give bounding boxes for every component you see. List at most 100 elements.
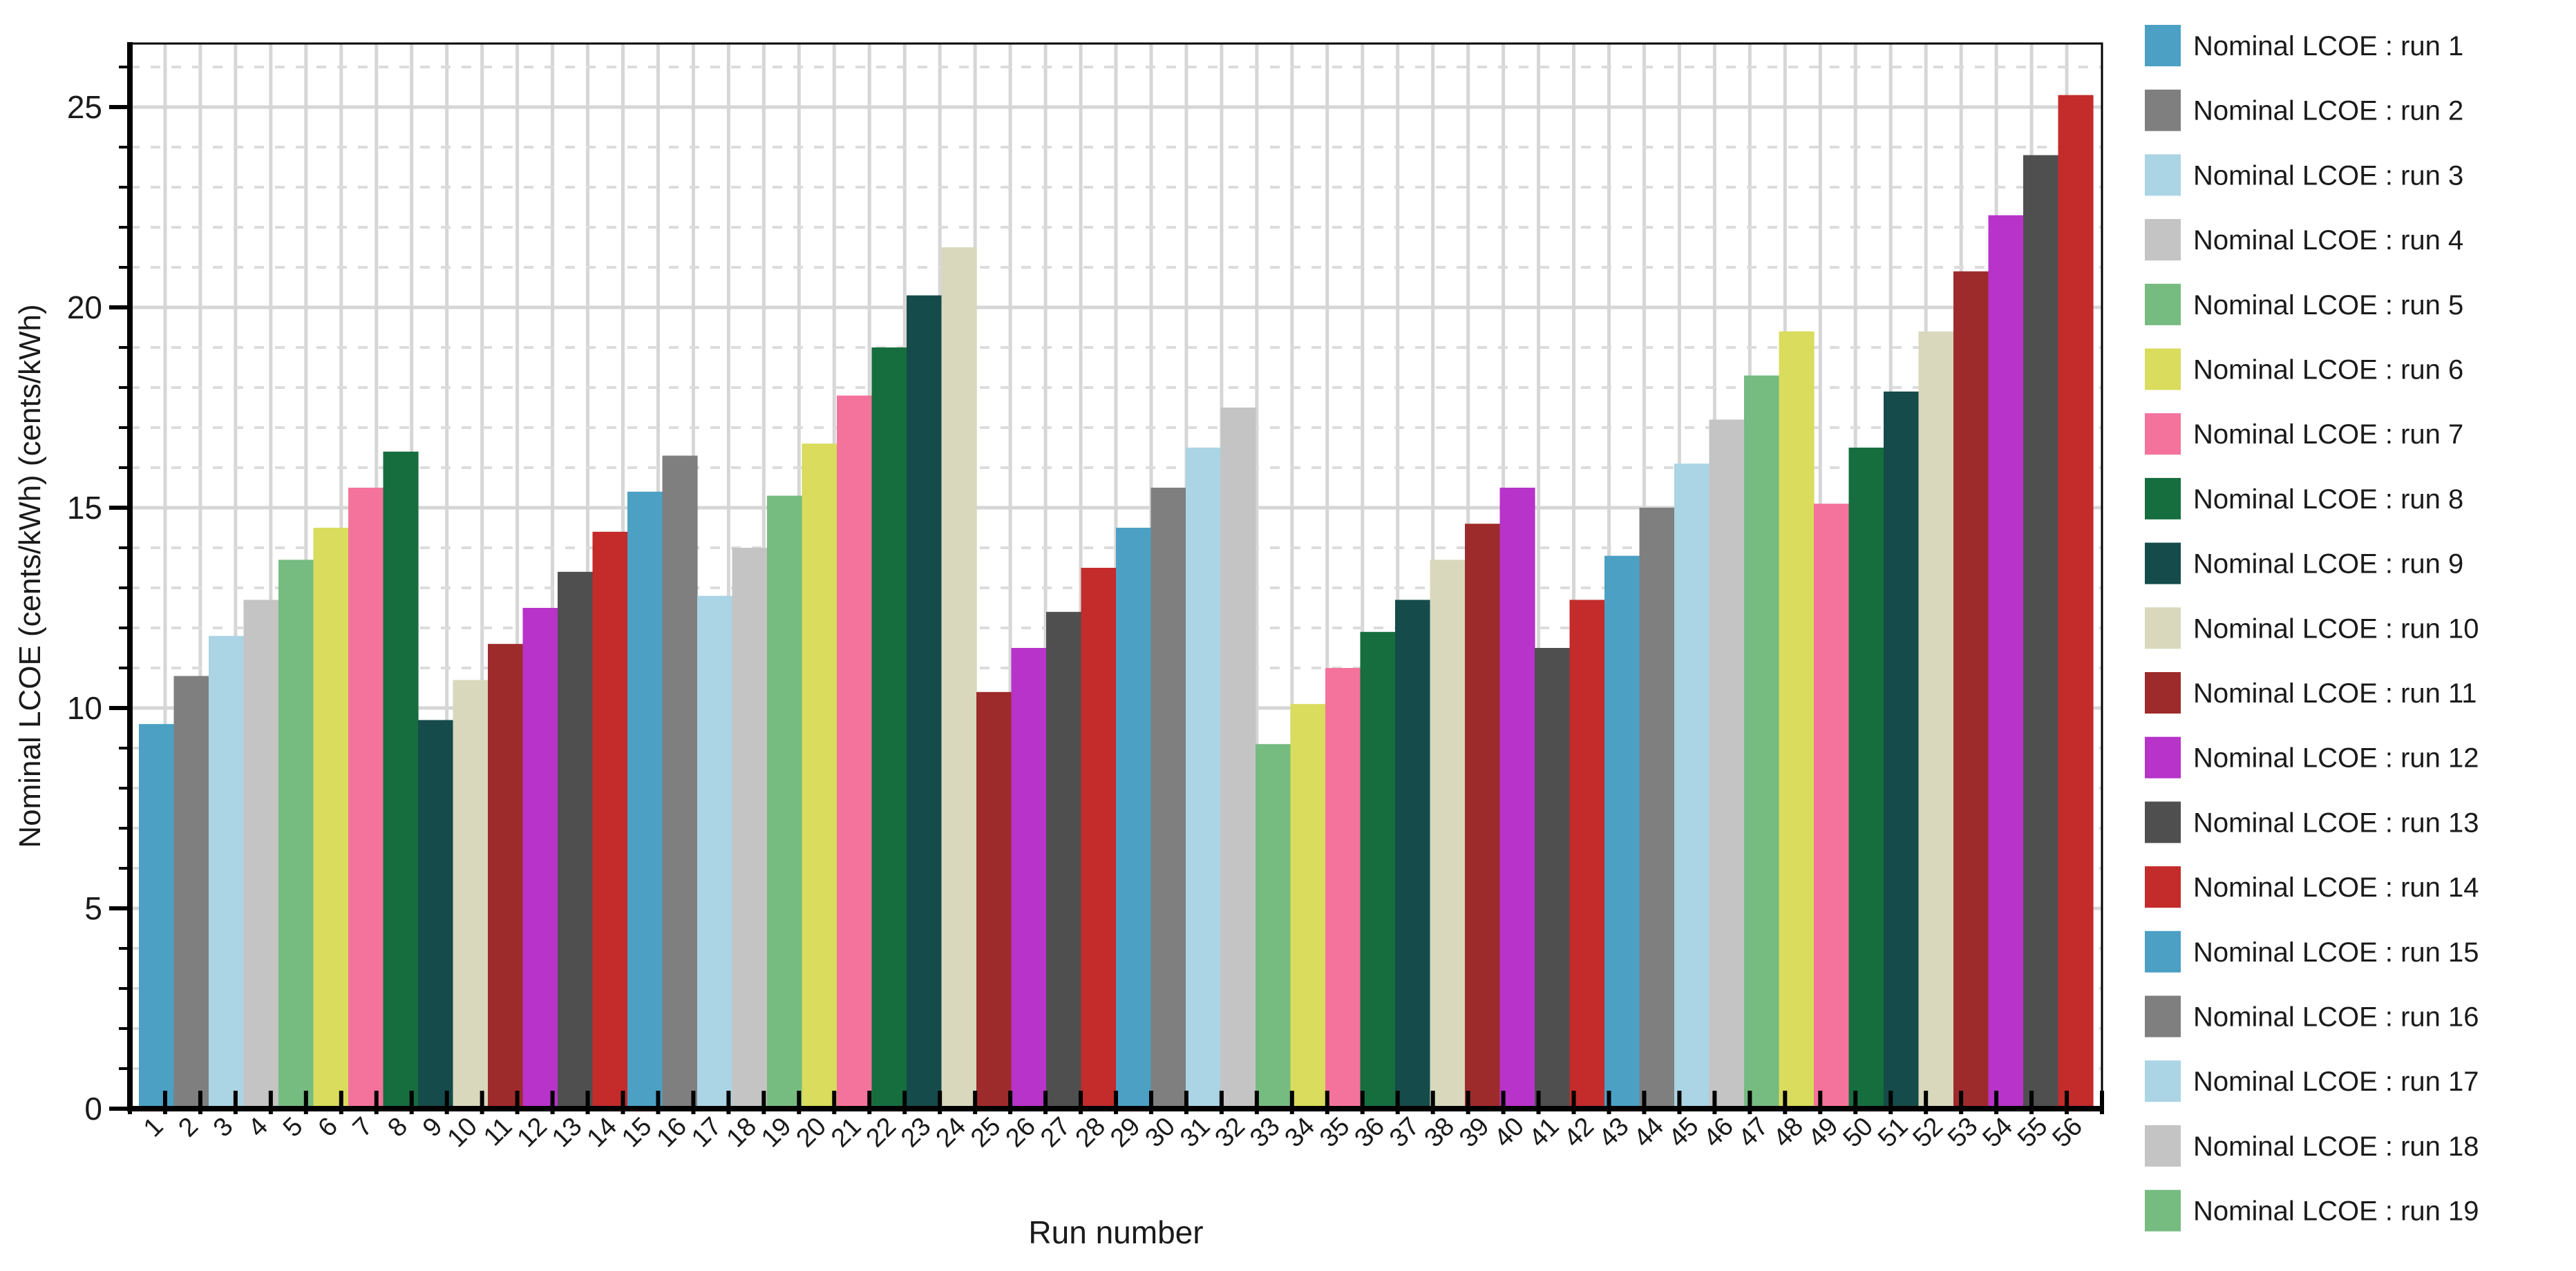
bar-run-41 bbox=[1535, 648, 1571, 1109]
bar-run-27 bbox=[1046, 611, 1082, 1109]
bar-run-14 bbox=[592, 531, 628, 1109]
legend-label: Nominal LCOE : run 16 bbox=[2193, 1002, 2479, 1033]
bar-run-17 bbox=[697, 595, 733, 1109]
bar-run-55 bbox=[2023, 155, 2059, 1109]
legend-swatch bbox=[2145, 736, 2181, 778]
legend-label: Nominal LCOE : run 11 bbox=[2193, 678, 2477, 709]
legend-swatch bbox=[2145, 995, 2181, 1038]
legend-swatch bbox=[2145, 154, 2181, 196]
bar-run-45 bbox=[1674, 464, 1710, 1109]
legend-swatch bbox=[2145, 672, 2181, 714]
bar-run-34 bbox=[1290, 704, 1326, 1109]
bar-run-39 bbox=[1465, 524, 1501, 1109]
bar-run-50 bbox=[1848, 448, 1884, 1109]
y-tick-label: 25 bbox=[67, 89, 102, 125]
legend-item: Nominal LCOE : run 18 bbox=[2145, 1125, 2479, 1167]
legend-item: Nominal LCOE : run 1 bbox=[2145, 25, 2463, 66]
bar-run-29 bbox=[1116, 528, 1152, 1109]
legend-label: Nominal LCOE : run 10 bbox=[2193, 613, 2479, 644]
bar-run-37 bbox=[1395, 600, 1431, 1109]
bar-run-31 bbox=[1186, 448, 1222, 1109]
bar-run-3 bbox=[209, 636, 245, 1109]
legend-item: Nominal LCOE : run 19 bbox=[2145, 1189, 2479, 1232]
y-tick-label: 15 bbox=[67, 490, 102, 526]
bar-run-46 bbox=[1709, 419, 1745, 1109]
legend-label: Nominal LCOE : run 1 bbox=[2193, 31, 2463, 61]
legend-item: Nominal LCOE : run 12 bbox=[2145, 736, 2479, 778]
bar-run-12 bbox=[522, 608, 558, 1109]
legend-swatch bbox=[2145, 348, 2181, 390]
bar-run-32 bbox=[1220, 408, 1256, 1109]
legend-swatch bbox=[2145, 219, 2181, 261]
bar-run-33 bbox=[1256, 744, 1291, 1109]
plot-frame-group bbox=[127, 42, 2103, 1111]
legend-item: Nominal LCOE : run 4 bbox=[2145, 219, 2463, 261]
bar-run-8 bbox=[383, 451, 419, 1109]
legend-item: Nominal LCOE : run 14 bbox=[2145, 866, 2479, 908]
bar-run-54 bbox=[1988, 215, 2024, 1109]
bar-run-26 bbox=[1011, 648, 1047, 1109]
bar-run-53 bbox=[1953, 271, 1989, 1109]
x-axis-title: Run number bbox=[1028, 1214, 1203, 1250]
legend-swatch bbox=[2145, 283, 2181, 325]
legend-label: Nominal LCOE : run 18 bbox=[2193, 1131, 2479, 1162]
bar-run-16 bbox=[662, 455, 698, 1109]
bar-run-28 bbox=[1081, 568, 1117, 1109]
bar-run-36 bbox=[1360, 631, 1396, 1109]
bar-run-47 bbox=[1744, 375, 1780, 1109]
bars-group bbox=[139, 95, 2094, 1109]
bar-run-10 bbox=[453, 680, 489, 1109]
legend-label: Nominal LCOE : run 2 bbox=[2193, 96, 2463, 126]
legend-swatch bbox=[2145, 930, 2181, 973]
legend-label: Nominal LCOE : run 12 bbox=[2193, 743, 2479, 774]
bar-run-56 bbox=[2058, 95, 2094, 1109]
bar-run-51 bbox=[1884, 391, 1920, 1109]
bar-run-30 bbox=[1150, 488, 1186, 1109]
bar-run-5 bbox=[278, 560, 314, 1109]
bar-run-43 bbox=[1604, 555, 1640, 1109]
bar-run-49 bbox=[1814, 504, 1850, 1109]
bar-run-48 bbox=[1779, 331, 1815, 1109]
legend-swatch bbox=[2145, 1060, 2181, 1102]
legend-swatch bbox=[2145, 1125, 2181, 1167]
legend-item: Nominal LCOE : run 15 bbox=[2145, 930, 2479, 973]
legend-label: Nominal LCOE : run 6 bbox=[2193, 355, 2463, 385]
legend-label: Nominal LCOE : run 14 bbox=[2193, 872, 2479, 903]
bar-run-38 bbox=[1430, 560, 1466, 1109]
legend-label: Nominal LCOE : run 5 bbox=[2193, 290, 2463, 321]
legend-item: Nominal LCOE : run 5 bbox=[2145, 283, 2463, 325]
legend-item: Nominal LCOE : run 3 bbox=[2145, 154, 2463, 196]
legend-item: Nominal LCOE : run 2 bbox=[2145, 89, 2463, 131]
bar-run-52 bbox=[1918, 331, 1954, 1109]
legend-swatch bbox=[2145, 477, 2181, 519]
legend-label: Nominal LCOE : run 17 bbox=[2193, 1067, 2479, 1097]
bar-run-44 bbox=[1639, 508, 1675, 1109]
legend-item: Nominal LCOE : run 8 bbox=[2145, 477, 2463, 519]
legend-label: Nominal LCOE : run 7 bbox=[2193, 419, 2463, 450]
bar-run-2 bbox=[173, 676, 209, 1109]
legend-swatch bbox=[2145, 89, 2181, 131]
legend-label: Nominal LCOE : run 9 bbox=[2193, 549, 2463, 580]
bar-run-19 bbox=[767, 495, 803, 1109]
legend-item: Nominal LCOE : run 13 bbox=[2145, 801, 2479, 843]
bar-run-11 bbox=[488, 644, 524, 1109]
legend-label: Nominal LCOE : run 19 bbox=[2193, 1196, 2479, 1227]
bar-run-13 bbox=[558, 571, 594, 1109]
legend-item: Nominal LCOE : run 10 bbox=[2145, 607, 2479, 649]
bar-run-42 bbox=[1569, 600, 1605, 1109]
legend-item: Nominal LCOE : run 11 bbox=[2145, 672, 2477, 714]
y-tick-label: 20 bbox=[67, 289, 102, 325]
legend-group: Nominal LCOE : run 1 Nominal LCOE : run 2… bbox=[2145, 25, 2479, 1232]
legend-swatch bbox=[2145, 866, 2181, 908]
legend-swatch bbox=[2145, 542, 2181, 584]
y-tick-label: 10 bbox=[67, 690, 102, 726]
legend-label: Nominal LCOE : run 3 bbox=[2193, 160, 2463, 191]
legend-item: Nominal LCOE : run 9 bbox=[2145, 542, 2463, 584]
legend-item: Nominal LCOE : run 6 bbox=[2145, 348, 2463, 390]
legend-label: Nominal LCOE : run 4 bbox=[2193, 225, 2463, 256]
bar-run-6 bbox=[313, 528, 349, 1109]
legend-item: Nominal LCOE : run 16 bbox=[2145, 995, 2479, 1038]
